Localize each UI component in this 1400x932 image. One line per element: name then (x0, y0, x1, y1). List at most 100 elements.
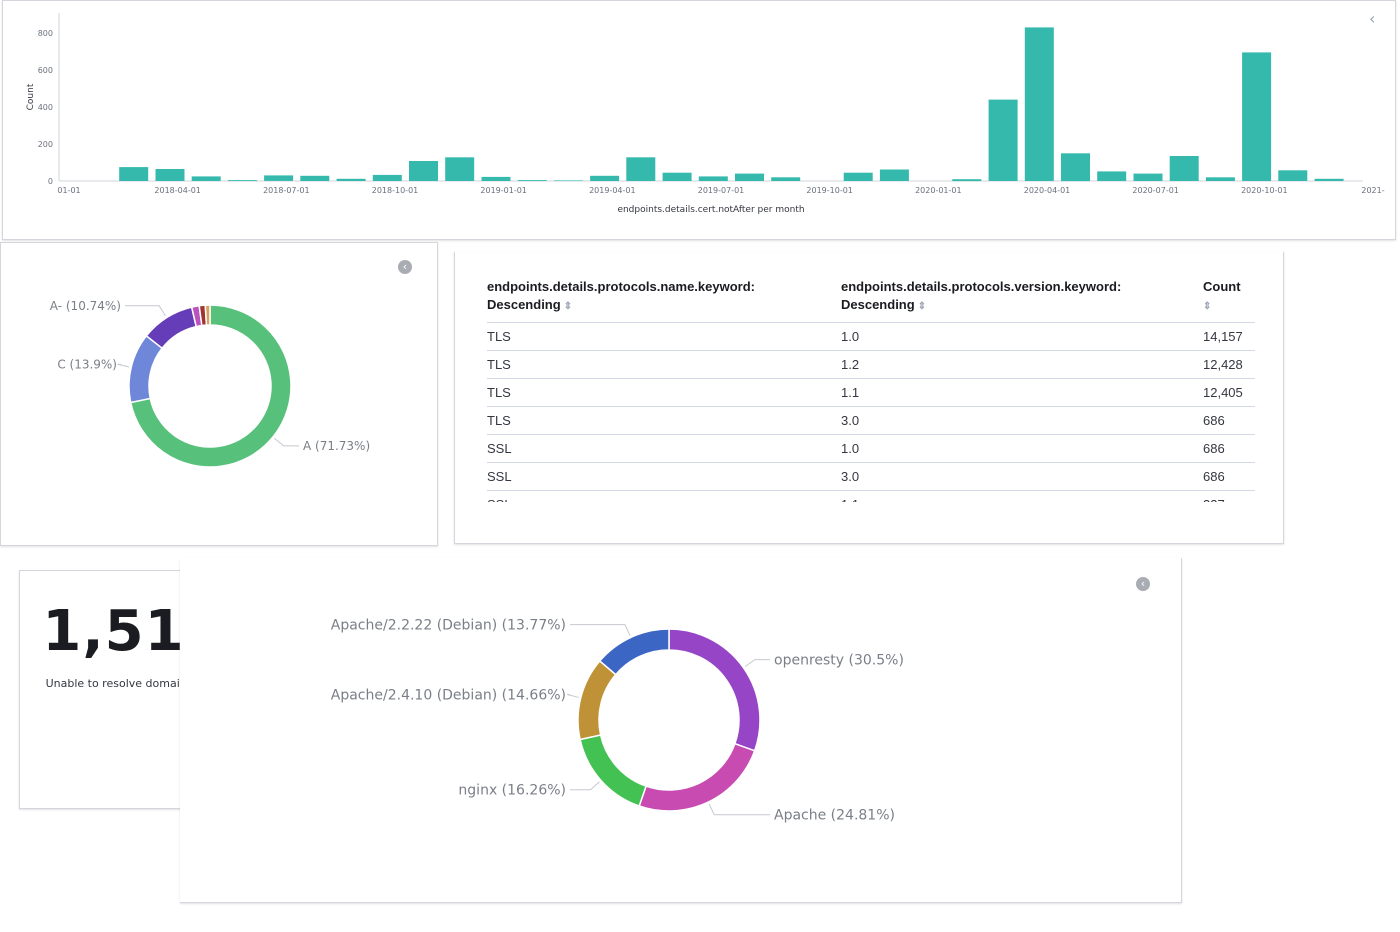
column-header-label: Count (1203, 279, 1241, 294)
histogram-bar[interactable] (155, 169, 185, 181)
column-header-protocol-name[interactable]: endpoints.details.protocols.name.keyword… (487, 274, 841, 323)
protocol-name-cell: TLS (487, 350, 841, 379)
table-header-row: endpoints.details.protocols.name.keyword… (487, 274, 1255, 323)
count-cell: 686 (1203, 434, 1255, 463)
legend-toggle-icon[interactable]: ‹ (1136, 577, 1150, 591)
histogram-bar[interactable] (553, 180, 583, 181)
donut-slice[interactable] (128, 334, 164, 404)
donut-slice[interactable] (579, 734, 648, 807)
x-tick-label: 2019-01-01 (480, 186, 527, 195)
donut-slice[interactable] (577, 659, 617, 741)
grade-donut-chart: A (71.73%) C (13.9%) A- (10.74%) (50, 299, 370, 468)
histogram-bar[interactable] (988, 99, 1018, 181)
histogram-bar[interactable] (1242, 52, 1272, 182)
y-tick-label: 800 (38, 29, 53, 38)
column-header-label: endpoints.details.protocols.version.keyw… (841, 279, 1122, 294)
y-tick-label: 0 (48, 177, 53, 186)
x-tick-label: 2018-10-01 (372, 186, 419, 195)
count-cell: 686 (1203, 462, 1255, 491)
histogram-bar[interactable] (1024, 27, 1054, 182)
table-row: TLS 3.0 686 (487, 406, 1255, 435)
histogram-bar[interactable] (590, 175, 620, 181)
histogram-bar[interactable] (771, 177, 801, 181)
protocol-version-cell: 1.0 (841, 322, 1203, 351)
histogram-bar[interactable] (1314, 178, 1344, 181)
x-tick-label: 2019-10-01 (806, 186, 853, 195)
donut-label-leader (744, 659, 770, 667)
donut-slice[interactable] (204, 304, 211, 326)
histogram-bar[interactable] (336, 178, 366, 181)
protocol-name-cell: SSL (487, 490, 841, 502)
protocol-version-cell: 1.1 (841, 490, 1203, 502)
donut-label-leader (570, 781, 600, 791)
donut-slice[interactable] (638, 742, 756, 812)
column-header-count[interactable]: Count ⇕ (1203, 274, 1255, 323)
histogram-bar[interactable] (409, 161, 438, 181)
column-header-label: endpoints.details.protocols.name.keyword… (487, 279, 755, 294)
table-scroll-area[interactable]: endpoints.details.protocols.name.keyword… (455, 252, 1285, 502)
protocol-version-cell: 3.0 (841, 406, 1203, 435)
histogram-bar[interactable] (1169, 156, 1199, 181)
count-cell: 327 (1203, 490, 1255, 502)
protocol-version-cell: 1.1 (841, 378, 1203, 407)
y-tick-label: 400 (38, 103, 53, 112)
protocol-version-cell: 1.2 (841, 350, 1203, 379)
histogram-bar[interactable] (879, 169, 909, 182)
protocol-name-cell: TLS (487, 406, 841, 435)
donut-slice[interactable] (129, 304, 292, 468)
protocol-table-panel: endpoints.details.protocols.name.keyword… (454, 252, 1284, 544)
histogram-bar[interactable] (626, 157, 656, 181)
grade-donut-panel: A (71.73%) C (13.9%) A- (10.74%) ‹ (0, 242, 438, 546)
histogram-bar[interactable] (1097, 171, 1127, 181)
protocol-name-cell: SSL (487, 434, 841, 463)
histogram-bar[interactable] (1205, 177, 1235, 181)
histogram-bar[interactable] (1061, 153, 1090, 182)
donut-slice-label: Apache/2.4.10 (Debian) (14.66%) (331, 687, 566, 703)
donut-slice-label: nginx (16.26%) (458, 783, 566, 799)
protocol-name-cell: TLS (487, 378, 841, 407)
histogram-bar[interactable] (481, 176, 511, 181)
histogram-bar[interactable] (227, 180, 257, 181)
legend-toggle-chevron-icon[interactable]: ‹ (1369, 9, 1376, 28)
count-cell: 686 (1203, 406, 1255, 435)
donut-slice[interactable] (145, 306, 198, 350)
histogram-bar[interactable] (372, 174, 402, 181)
histogram-bar[interactable] (264, 175, 294, 181)
histogram-bar[interactable] (191, 176, 221, 181)
legend-toggle-icon[interactable]: ‹ (398, 260, 412, 274)
histogram-bar[interactable] (1133, 173, 1163, 181)
x-tick-label: 2020-04-01 (1024, 186, 1071, 195)
histogram-bar[interactable] (698, 176, 728, 181)
histogram-bar[interactable] (735, 173, 764, 181)
count-cell: 12,428 (1203, 350, 1255, 379)
donut-label-leader (570, 624, 631, 636)
histogram-panel: 0 200 400 600 800 Count 01-01 2018-04-01 2018-07… (2, 0, 1396, 240)
sort-arrows-icon[interactable]: ⇕ (917, 301, 927, 312)
sort-arrows-icon[interactable]: ⇕ (1203, 301, 1212, 312)
histogram-bar[interactable] (517, 180, 547, 181)
donut-slice-label: A- (10.74%) (50, 299, 121, 313)
x-axis-label: endpoints.details.cert.notAfter per mont… (617, 205, 804, 215)
server-donut-chart: openresty (30.5%) Apache (24.81%) nginx (1… (331, 618, 904, 824)
donut-slice-label: Apache (24.81%) (774, 808, 895, 824)
histogram-bar[interactable] (1278, 170, 1308, 181)
histogram-bar[interactable] (300, 175, 330, 181)
donut-slice[interactable] (668, 628, 761, 752)
donut-label-leader (274, 437, 299, 447)
column-header-protocol-version[interactable]: endpoints.details.protocols.version.keyw… (841, 274, 1203, 323)
histogram-bar[interactable] (119, 167, 149, 181)
histogram-bar[interactable] (843, 172, 873, 181)
count-cell: 12,405 (1203, 378, 1255, 407)
histogram-bar[interactable] (952, 179, 982, 182)
y-axis-label: Count (26, 83, 36, 110)
sort-arrows-icon[interactable]: ⇕ (563, 301, 573, 312)
histogram-bar[interactable] (445, 157, 475, 181)
server-donut-panel: openresty (30.5%) Apache (24.81%) nginx (1… (180, 558, 1182, 903)
donut-slice[interactable] (598, 628, 670, 676)
histogram-bar[interactable] (662, 172, 692, 181)
column-sort-label: Descending (487, 297, 561, 312)
donut-slice-label: C (13.9%) (57, 357, 117, 371)
count-cell: 14,157 (1203, 322, 1255, 351)
donut-slice-label: openresty (30.5%) (774, 653, 904, 669)
donut-label-leader (125, 305, 166, 317)
